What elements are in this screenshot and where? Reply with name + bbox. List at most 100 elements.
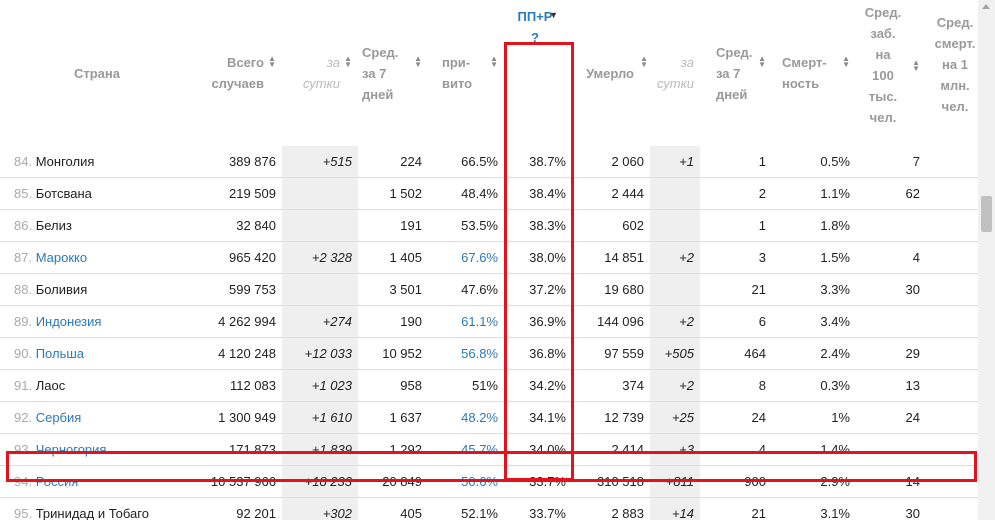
country-cell: 85. Ботсвана [0,177,200,210]
header-per1m[interactable]: Сред. смерт. на 1 млн. чел. [926,0,978,146]
sort-icon[interactable]: ▲ ▼ [842,54,850,69]
header-per100k-line3: на [875,47,891,62]
header-ppr[interactable]: ПП+Р ? ▼ [504,0,576,146]
ppr-cell: 37.2% [504,273,576,306]
deaths-cell: 19 680 [576,273,650,306]
header-deaths[interactable]: Умерло ▲ ▼ [576,0,650,146]
header-deaths-day[interactable]: за сутки [650,0,700,146]
per1m-cell [926,305,978,338]
day-cell: +515 [282,146,358,178]
mortality-cell: 0.5% [772,146,856,178]
total-cell: 4 120 248 [200,337,282,370]
per1m-cell [926,146,978,178]
mortality-cell: 1.8% [772,209,856,242]
vacc-cell[interactable]: 56.8% [428,337,504,370]
country-link[interactable]: Индонезия [35,314,102,329]
country-cell[interactable]: 90. Польша [0,337,200,370]
deaths-avg7-cell: 24 [700,401,772,434]
deaths-day-cell: +2 [650,369,700,402]
header-country[interactable]: Страна [0,0,200,146]
row-index: 91. [14,378,33,393]
deaths-cell: 2 883 [576,497,650,520]
header-ppr-help-link[interactable]: ? [531,30,539,45]
deaths-cell: 602 [576,209,650,242]
deaths-avg7-cell: 3 [700,241,772,274]
header-per1m-line4: млн. [940,78,970,93]
row-index: 86. [14,218,33,233]
sort-icon[interactable]: ▲ ▼ [414,54,422,69]
header-deaths-avg7-line1: Сред. [716,44,753,60]
sort-icon[interactable]: ▲ ▼ [344,54,352,69]
mortality-cell: 1.4% [772,433,856,466]
sort-icon[interactable]: ▲ ▼ [490,54,498,69]
scroll-up-arrow-icon[interactable] [982,4,990,9]
header-total[interactable]: Всего случаев ▲ ▼ [200,0,282,146]
sort-icon[interactable]: ▲ ▼ [640,54,648,69]
country-cell[interactable]: 93. Черногория [0,433,200,466]
scroll-thumb[interactable] [981,196,992,232]
total-cell: 4 262 994 [200,305,282,338]
header-vacc-line2: вито [442,76,473,91]
sort-icon[interactable]: ▲ ▼ [758,54,766,69]
avg7-cell: 1 637 [358,401,428,434]
country-name: Белиз [35,218,72,233]
table-row: 95. Тринидад и Тобаго 92 201 +302 405 52.1% 3… [0,497,978,520]
header-total-line1: Всего [226,55,264,70]
vacc-cell[interactable]: 48.2% [428,401,504,434]
mortality-cell: 2.9% [772,465,856,498]
header-vacc[interactable]: при- вито ▲ ▼ [428,0,504,146]
header-country-label: Страна [73,65,120,81]
vacc-cell[interactable]: 61.1% [428,305,504,338]
country-cell: 84. Монголия [0,146,200,178]
country-link[interactable]: Сербия [35,410,82,425]
header-per1m-line3: на 1 [942,57,968,72]
ppr-cell: 34.2% [504,369,576,402]
header-deaths-label: Умерло [586,65,634,81]
vacc-cell: 52.1% [428,497,504,520]
table-row: 93. Черногория 171 873 +1 839 1 292 45.7% 34.… [0,433,978,466]
sort-icon[interactable]: ▲ ▼ [912,58,920,73]
header-avg7[interactable]: Сред. за 7 дней ▲ ▼ [358,0,428,146]
deaths-cell: 2 444 [576,177,650,210]
deaths-avg7-cell: 4 [700,433,772,466]
vacc-cell[interactable]: 67.6% [428,241,504,274]
mortality-cell: 3.3% [772,273,856,306]
header-deaths-avg7-line2: за 7 [716,65,741,81]
sort-desc-icon[interactable]: ▼ [549,10,558,20]
table-row: 88. Боливия 599 753 3 501 47.6% 37.2% 19 680 2… [0,273,978,306]
header-per100k[interactable]: Сред. заб. на 100 тыс. чел. ▲ ▼ [856,0,926,146]
ppr-cell: 38.7% [504,146,576,178]
mortality-cell: 3.1% [772,497,856,520]
header-mortality[interactable]: Смерт- ность ▲ ▼ [772,0,856,146]
day-cell: +302 [282,497,358,520]
table-header-row: Страна Всего случаев ▲ ▼ за сутки ▲ ▼ Сред… [0,0,978,146]
country-cell: 95. Тринидад и Тобаго [0,497,200,520]
avg7-cell: 958 [358,369,428,402]
header-per100k-line5: тыс. [868,89,898,104]
header-deaths-day-line2: сутки [656,76,694,91]
country-cell[interactable]: 92. Сербия [0,401,200,434]
per100k-cell: 29 [856,337,926,370]
country-cell[interactable]: 89. Индонезия [0,305,200,338]
country-link[interactable]: Польша [35,346,85,361]
deaths-avg7-cell: 21 [700,497,772,520]
country-cell: 91. Лаос [0,369,200,402]
row-index: 92. [14,410,33,425]
header-deaths-avg7[interactable]: Сред. за 7 дней ▲ ▼ [700,0,772,146]
day-cell [282,209,358,242]
mortality-cell: 0.3% [772,369,856,402]
vertical-scrollbar[interactable] [978,0,995,520]
total-cell: 112 083 [200,369,282,402]
ppr-cell: 38.3% [504,209,576,242]
header-day[interactable]: за сутки ▲ ▼ [282,0,358,146]
header-avg7-line1: Сред. [362,44,399,60]
row-index: 90. [14,346,33,361]
deaths-avg7-cell: 21 [700,273,772,306]
header-mortality-line1: Смерт- [782,55,827,70]
country-cell[interactable]: 87. Марокко [0,241,200,274]
deaths-avg7-cell: 2 [700,177,772,210]
sort-icon[interactable]: ▲ ▼ [268,54,276,69]
country-name: Боливия [35,282,88,297]
country-link[interactable]: Марокко [35,250,88,265]
